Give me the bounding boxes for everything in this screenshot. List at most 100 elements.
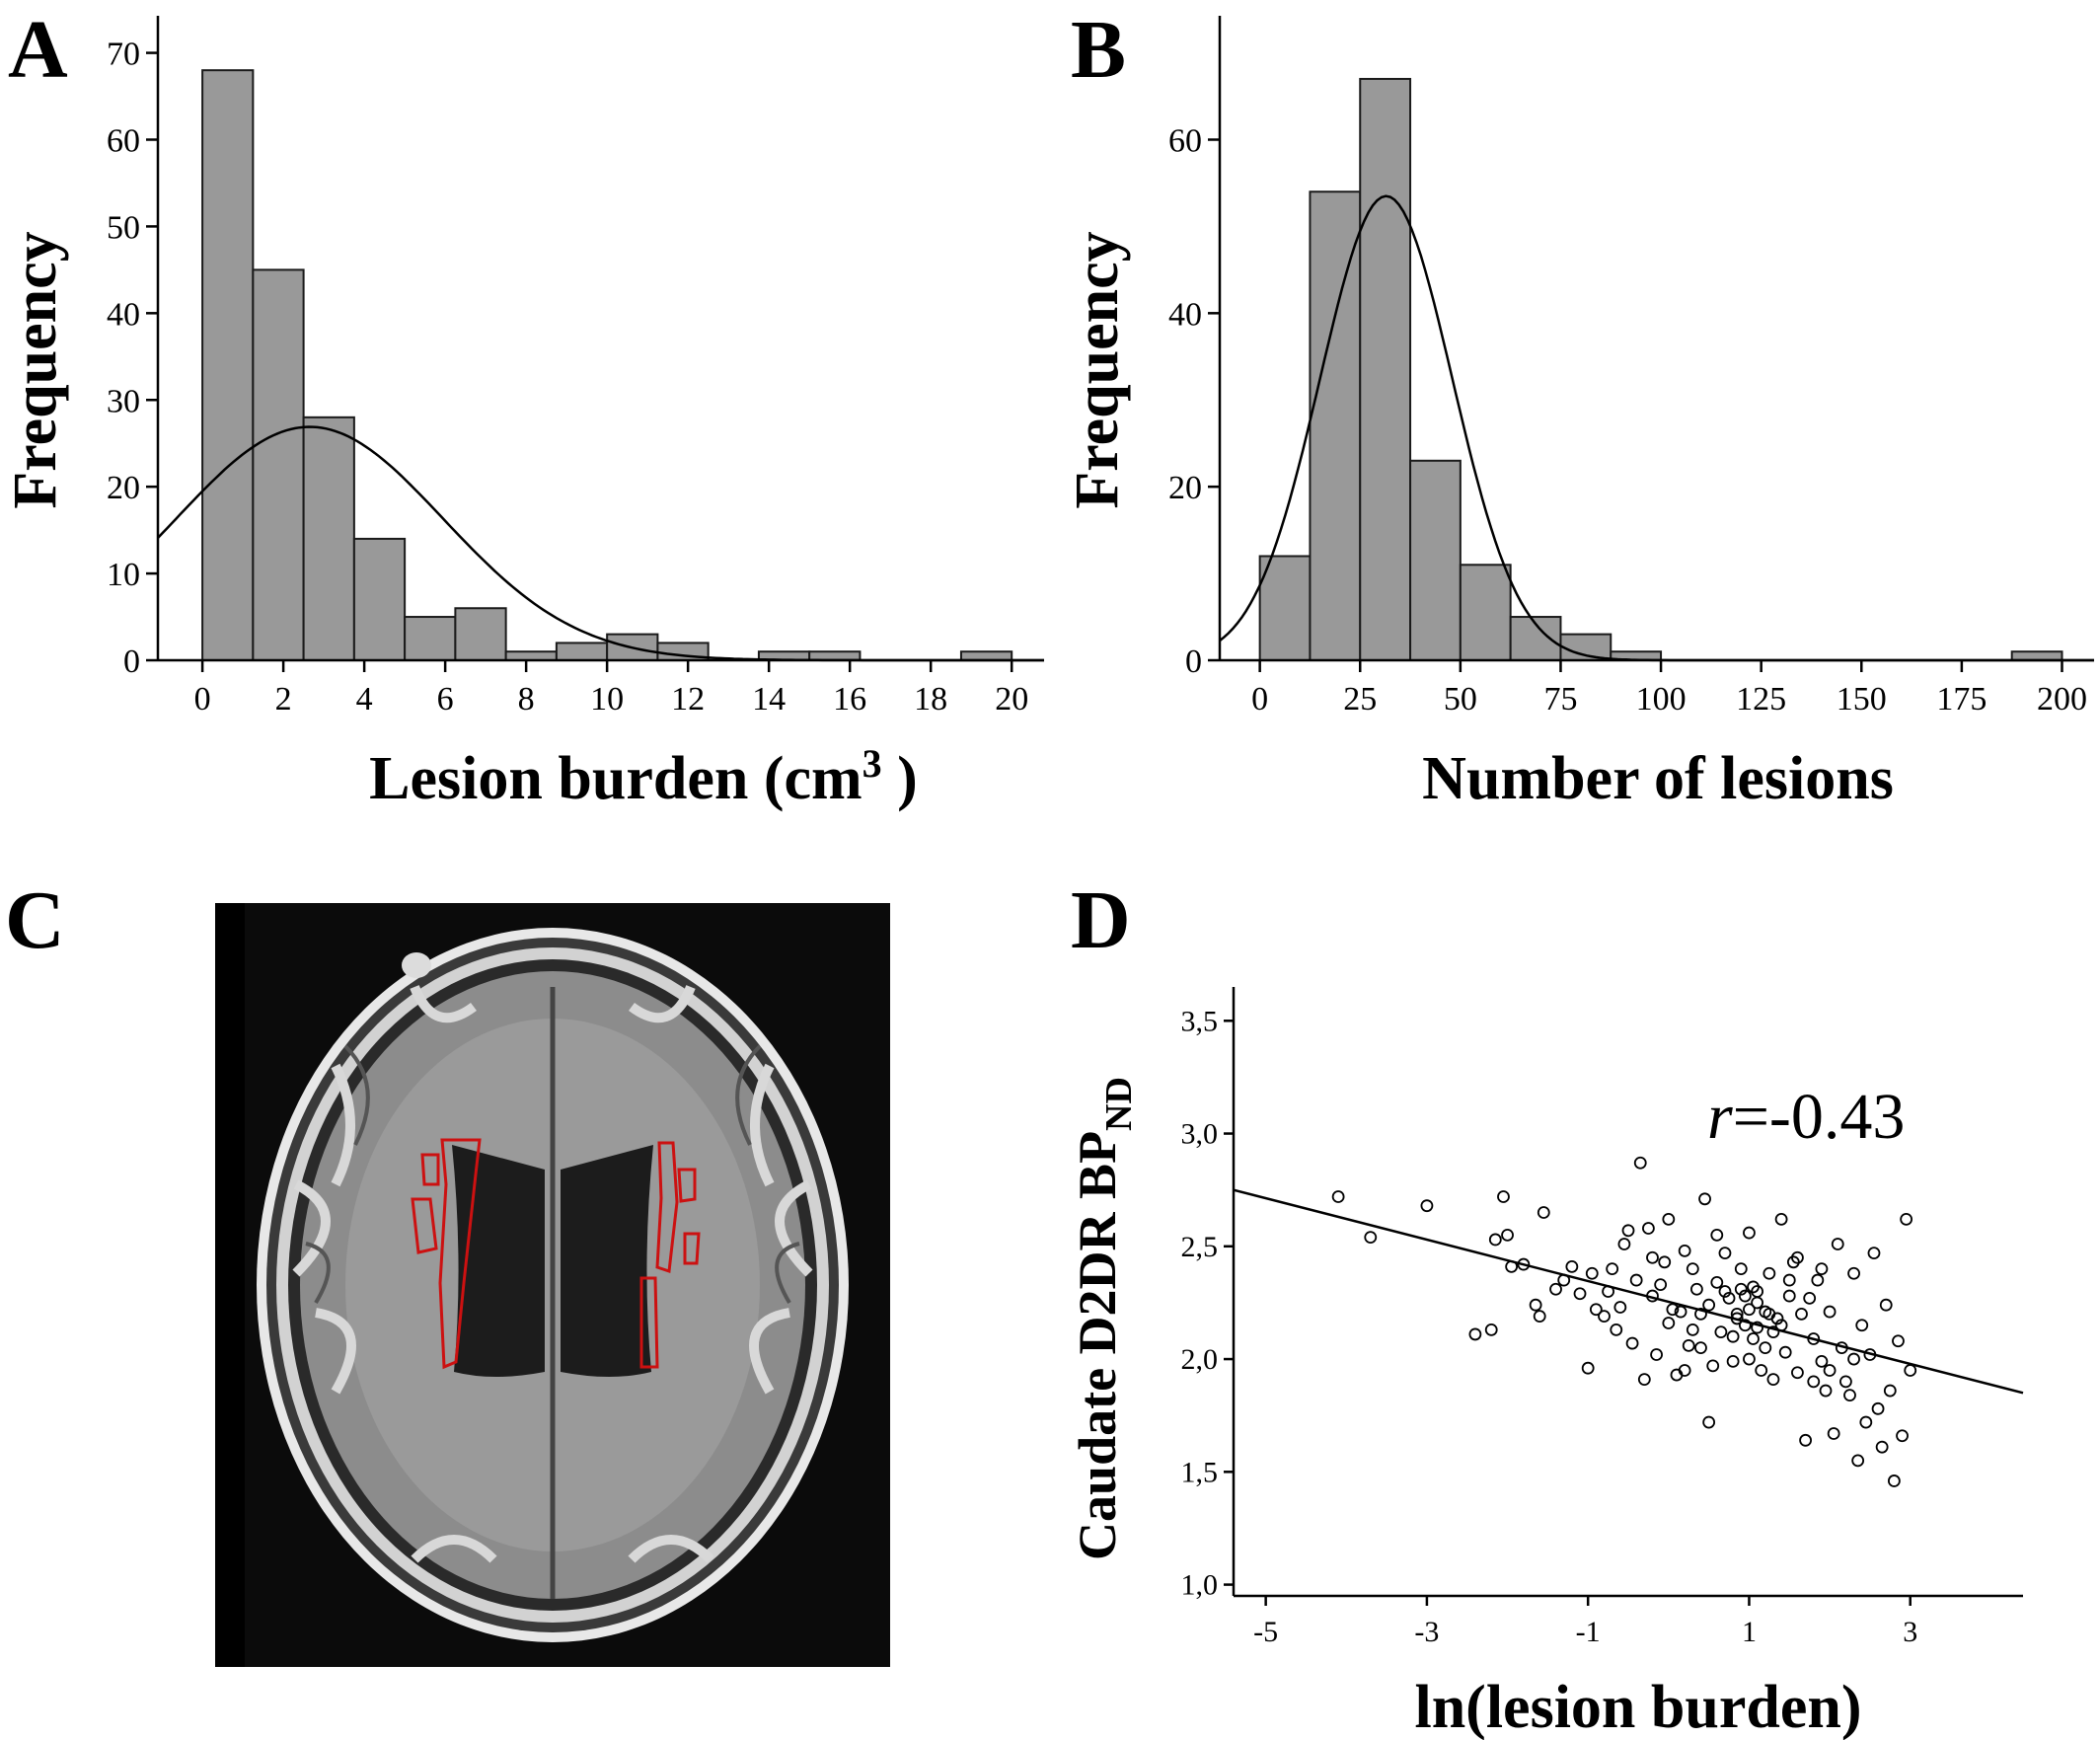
y-tick-label: 50 — [107, 209, 140, 246]
y-tick-label: 1,5 — [1181, 1456, 1219, 1488]
scatter-point — [1621, 1224, 1635, 1238]
scatter-point — [1815, 1354, 1829, 1368]
scatter-point — [1718, 1247, 1732, 1260]
histogram-bar — [1309, 190, 1362, 661]
scatter-point — [1823, 1305, 1837, 1319]
scatter-point — [1646, 1250, 1659, 1264]
scatter-point — [1331, 1190, 1345, 1203]
y-tick-label: 30 — [107, 383, 140, 419]
histogram-bar — [302, 416, 355, 662]
histogram-bar — [2010, 650, 2063, 661]
scatter-point — [1904, 1364, 1917, 1377]
scatter-point — [1774, 1319, 1788, 1332]
scatter-point — [1791, 1366, 1804, 1380]
scatter-point — [1892, 1334, 1905, 1348]
scatter-point — [1702, 1415, 1716, 1429]
xlabel-a-end: ) — [882, 745, 918, 812]
y-tick-label: 3,5 — [1181, 1005, 1219, 1037]
scatter-point — [1602, 1285, 1614, 1298]
scatter-point — [1847, 1352, 1860, 1366]
x-tick-label: 16 — [833, 681, 866, 718]
scatter-point — [1791, 1250, 1804, 1264]
y-tick-label: 0 — [1185, 643, 1202, 680]
scatter-point — [1714, 1325, 1728, 1339]
scatter-point — [1573, 1287, 1587, 1301]
scatter-point — [1734, 1282, 1748, 1296]
scatter-point — [1585, 1266, 1599, 1280]
regression-line — [1233, 1188, 2024, 1395]
scatter-point — [1867, 1247, 1881, 1260]
scatter-point — [1565, 1259, 1579, 1273]
scatter-point — [1517, 1257, 1531, 1271]
scatter-point — [1811, 1273, 1825, 1287]
scatter-point — [1766, 1373, 1780, 1387]
scatter-point — [1694, 1307, 1707, 1321]
y-tick-label: 10 — [107, 557, 140, 593]
scatter-point — [1484, 1323, 1498, 1336]
y-tick-label: 40 — [1168, 296, 1202, 333]
scatter-point — [1827, 1427, 1840, 1440]
ylabel-a: Frequency — [2, 231, 69, 508]
x-tick-label: 25 — [1343, 681, 1377, 718]
histogram-bar — [1258, 555, 1312, 661]
x-tick-label: 175 — [1936, 681, 1987, 718]
scatter-point — [1831, 1238, 1844, 1250]
xlabel-d: ln(lesion burden) — [1414, 1674, 1861, 1740]
panel-letter-d: D — [1071, 874, 1131, 966]
scatter-point — [1629, 1273, 1643, 1287]
x-tick-label: 2 — [275, 681, 292, 718]
scatter-point — [1747, 1280, 1760, 1294]
scatter-point — [1581, 1361, 1595, 1375]
panel-a: A 0 2 4 6 8 10 12 14 16 18 20 0 10 20 30 40 50 60 70 Frequ… — [2, 4, 1044, 812]
scatter-point — [1646, 1289, 1659, 1303]
x-tick-label: 14 — [752, 681, 786, 718]
y-tick-label: 1,0 — [1181, 1569, 1219, 1602]
histogram-number-of-lesions: 0 25 50 75 100 125 150 175 200 0 20 40 60 — [1168, 16, 2094, 718]
y-tick-label: 60 — [107, 123, 140, 160]
y-tick-label: 60 — [1168, 123, 1202, 160]
scatter-point — [1743, 1352, 1756, 1366]
scatter-point — [1662, 1317, 1676, 1329]
scatter-point — [1762, 1307, 1776, 1321]
histogram-lesion-burden: 0 2 4 6 8 10 12 14 16 18 20 0 10 20 30 40 50 60 70 — [107, 16, 1044, 718]
x-tick-label: -1 — [1576, 1616, 1601, 1648]
scatter-point — [1807, 1332, 1821, 1345]
histogram-bar — [201, 69, 255, 661]
x-tick-label: 150 — [1837, 681, 1887, 718]
scatter-point — [1875, 1440, 1889, 1454]
scatter-point — [1642, 1222, 1655, 1235]
scatter-point — [1501, 1228, 1514, 1242]
xlabel-b: Number of lesions — [1422, 745, 1894, 812]
scatter-point — [1887, 1475, 1901, 1487]
histogram-bar — [555, 642, 609, 662]
scatter-point — [1730, 1307, 1744, 1321]
x-tick-label: 75 — [1543, 681, 1577, 718]
scatter-point — [1863, 1348, 1877, 1361]
scatter-point — [1803, 1291, 1817, 1305]
scatter-point — [1610, 1323, 1623, 1336]
scatter-point — [1674, 1305, 1688, 1319]
x-tick-label: 4 — [356, 681, 373, 718]
scatter-point — [1468, 1327, 1482, 1341]
histogram-bar — [1409, 459, 1462, 661]
histogram-bar — [252, 268, 305, 661]
y-tick-label: 40 — [107, 296, 140, 333]
r-value: =-0.43 — [1733, 1081, 1906, 1153]
r-symbol: r — [1707, 1081, 1733, 1153]
panel-letter-c: C — [5, 874, 65, 966]
scatter-point — [1823, 1364, 1837, 1377]
brain-mri-icon — [215, 903, 890, 1667]
scatter-point — [1747, 1332, 1760, 1345]
scatter-point — [1633, 1156, 1647, 1170]
scatter-point — [1730, 1312, 1744, 1325]
scatter-point — [1799, 1433, 1812, 1447]
panel-d: D -5 -3 -1 1 3 1,0 1,5 2,0 2,5 3,0 3,5 Caudate D2D… — [1068, 874, 2024, 1740]
scatter-point — [1589, 1303, 1603, 1317]
scatter-point — [1859, 1415, 1873, 1429]
scatter-point — [1689, 1282, 1703, 1296]
xlabel-a-sup: 3 — [862, 741, 882, 786]
scatter-point — [1598, 1310, 1611, 1324]
scatter-point — [1896, 1429, 1909, 1443]
scatter-point — [1606, 1262, 1619, 1276]
scatter-point — [1718, 1285, 1732, 1298]
